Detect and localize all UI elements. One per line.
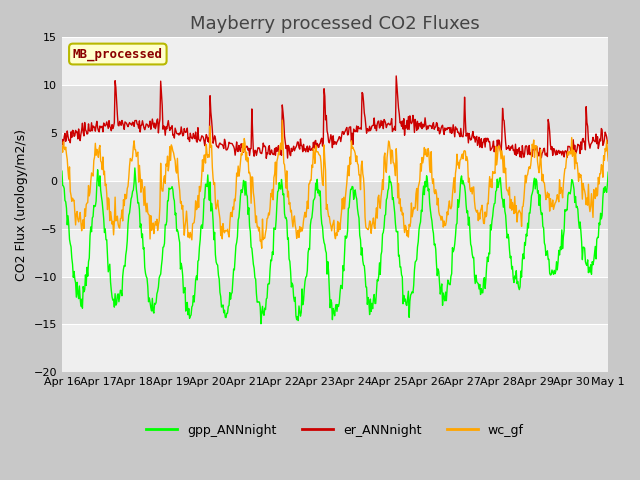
Y-axis label: CO2 Flux (urology/m2/s): CO2 Flux (urology/m2/s)	[15, 129, 28, 281]
Bar	[62, 37, 608, 85]
Bar	[62, 324, 608, 372]
Legend: gpp_ANNnight, er_ANNnight, wc_gf: gpp_ANNnight, er_ANNnight, wc_gf	[141, 419, 529, 442]
Title: Mayberry processed CO2 Fluxes: Mayberry processed CO2 Fluxes	[190, 15, 480, 33]
Bar	[62, 228, 608, 276]
Text: MB_processed: MB_processed	[73, 48, 163, 60]
Bar	[62, 133, 608, 181]
